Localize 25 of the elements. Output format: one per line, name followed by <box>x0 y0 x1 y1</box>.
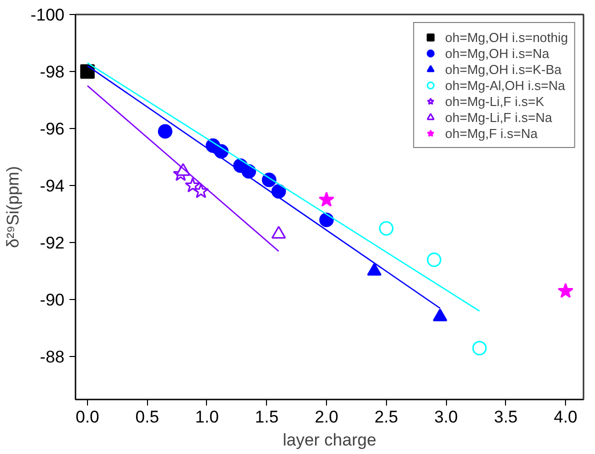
x-tick-label: 1.5 <box>254 408 279 426</box>
legend-label: oh=Mg,F i.s=Na <box>445 125 538 141</box>
y-tick-label: -94 <box>40 176 65 196</box>
legend-label: oh=Mg,OH i.s=nothig <box>445 29 568 45</box>
x-tick-label: 2.0 <box>314 408 338 426</box>
x-tick-label: 0.5 <box>135 408 160 426</box>
x-tick-label: 1.0 <box>195 408 219 426</box>
legend-label: oh=Mg,OH i.s=Na <box>445 45 550 61</box>
x-tick-label: 0.0 <box>76 408 100 426</box>
x-tick-label: 3.5 <box>494 408 518 426</box>
y-tick-label: -90 <box>40 290 65 310</box>
y-tick-label: -96 <box>40 120 65 139</box>
legend-label: oh=Mg-Li,F i.s=Na <box>445 109 552 125</box>
x-tick-label: 3.0 <box>434 408 458 426</box>
legend-label: oh=Mg-Al,OH i.s=Na <box>445 77 566 93</box>
y-tick-label: -100 <box>30 6 65 24</box>
x-tick-label: 4.0 <box>554 408 578 426</box>
y-axis-title: δ²⁹Si(ppm) <box>3 166 22 248</box>
y-tick-label: -92 <box>40 234 65 253</box>
y-tick-label: -98 <box>40 62 65 82</box>
legend-label: oh=Mg-Li,F i.s=K <box>445 93 544 109</box>
legend-label: oh=Mg,OH i.s=K-Ba <box>445 61 562 77</box>
x-tick-label: 2.5 <box>374 408 398 426</box>
y-tick-label: -88 <box>40 348 65 367</box>
x-axis-title: layer charge <box>282 430 376 450</box>
